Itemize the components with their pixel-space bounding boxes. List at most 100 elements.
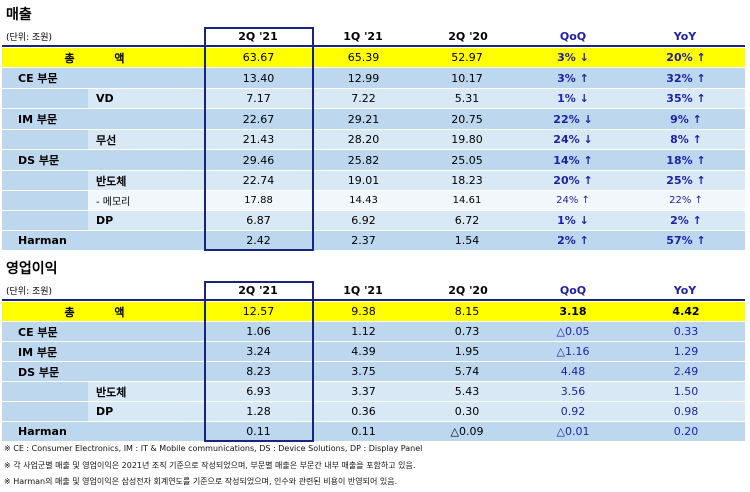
sub-label-bg [88,89,205,108]
value-cell: 8.23 [205,362,312,381]
value-cell: 20% ↑ [627,48,745,67]
value-cell: 0.11 [312,422,415,441]
value-cell: 2% ↑ [519,231,627,250]
table-row: DS 부문 8.23 3.75 5.74 4.48 2.49 [2,361,745,381]
column-header: QoQ [559,30,587,43]
value-cell: 0.11 [205,422,312,441]
value-cell: 22.74 [205,171,312,190]
value-cell: 1.54 [415,231,519,250]
value-cell: 52.97 [415,48,519,67]
value-cell: 1.06 [205,322,312,341]
footnote: ※ 각 사업군별 매출 및 영업이익은 2021년 조직 기준으로 작성되었으며… [4,461,416,470]
table-row: CE 부문 13.40 12.99 10.17 3% ↑ 32% ↑ [2,67,745,88]
table-row: - 메모리 17.88 14.43 14.61 24% ↑ 22% ↑ [2,190,745,210]
value-cell: 32% ↑ [627,68,745,88]
value-cell: 29.46 [205,150,312,170]
column-header: QoQ [559,284,587,297]
row-label: 총 액 [64,51,143,65]
footnote: ※ Harman의 매출 및 영업이익은 삼성전자 회계연도를 기준으로 작성되… [4,477,398,486]
row-label-cell [2,422,205,441]
value-cell: 14.61 [415,191,519,210]
value-cell: 7.22 [312,89,415,108]
header-rule [2,299,745,301]
table-row: Harman 0.11 0.11 △0.09 △0.01 0.20 [2,421,745,441]
revenue-unit: (단위: 조원) [6,33,53,43]
column-header: YoY [673,30,697,43]
value-cell: 25.05 [415,150,519,170]
column-header: YoY [673,284,697,297]
value-cell: 22% ↓ [519,109,627,129]
row-label-cell [2,362,205,381]
table-row: 총 액 12.57 9.38 8.15 3.18 4.42 [2,301,745,321]
value-cell: 8.15 [415,302,519,321]
value-cell: 1% ↓ [519,211,627,230]
row-label-cell [2,109,205,129]
value-cell: 3% ↓ [519,48,627,67]
value-cell: 9% ↑ [627,109,745,129]
table-row: IM 부문 3.24 4.39 1.95 △1.16 1.29 [2,341,745,361]
row-label: 반도체 [96,385,127,399]
value-cell: 22% ↑ [627,191,745,210]
value-cell: 3.56 [519,382,627,401]
value-cell: 25.82 [312,150,415,170]
value-cell: 10.17 [415,68,519,88]
value-cell: 6.93 [205,382,312,401]
row-label: CE 부문 [18,72,58,85]
value-cell: 24% ↑ [519,191,627,210]
row-label: VD [96,92,114,105]
value-cell: 1% ↓ [519,89,627,108]
value-cell: 2.37 [312,231,415,250]
sub-label-bg [88,191,205,210]
revenue-title: 매출 [6,7,32,23]
value-cell: 5.74 [415,362,519,381]
row-label: IM 부문 [18,113,58,126]
column-header: 2Q '21 [238,284,278,297]
value-cell: 6.92 [312,211,415,230]
value-cell: 8% ↑ [627,130,745,149]
row-label: - 메모리 [96,197,131,208]
value-cell: 63.67 [205,48,312,67]
value-cell: 6.72 [415,211,519,230]
value-cell: 0.20 [627,422,745,441]
column-header: 2Q '20 [448,284,488,297]
value-cell: 14.43 [312,191,415,210]
value-cell: 19.80 [415,130,519,149]
value-cell: 1.50 [627,382,745,401]
row-label: 총 액 [64,305,143,319]
value-cell: 1.12 [312,322,415,341]
value-cell: 12.99 [312,68,415,88]
value-cell: △0.05 [519,322,627,341]
value-cell: 0.33 [627,322,745,341]
value-cell: 5.31 [415,89,519,108]
table-row: 반도체 6.93 3.37 5.43 3.56 1.50 [2,381,745,401]
op_profit-title: 영업이익 [6,261,58,277]
table-row: DP 6.87 6.92 6.72 1% ↓ 2% ↑ [2,210,745,230]
value-cell: 0.73 [415,322,519,341]
value-cell: 28.20 [312,130,415,149]
row-label-cell [2,231,205,250]
column-header: 1Q '21 [343,284,383,297]
row-label: DS 부문 [18,365,60,379]
table-row: 반도체 22.74 19.01 18.23 20% ↑ 25% ↑ [2,170,745,190]
value-cell: 65.39 [312,48,415,67]
value-cell: 14% ↑ [519,150,627,170]
row-label: 반도체 [96,174,127,188]
value-cell: 9.38 [312,302,415,321]
row-label-cell [2,150,205,170]
value-cell: 1.28 [205,402,312,421]
value-cell: 22.67 [205,109,312,129]
value-cell: 3.37 [312,382,415,401]
value-cell: 3% ↑ [519,68,627,88]
row-label: 무선 [96,133,117,147]
value-cell: 1.29 [627,342,745,361]
table-row: CE 부문 1.06 1.12 0.73 △0.05 0.33 [2,321,745,341]
value-cell: 25% ↑ [627,171,745,190]
op_profit-unit: (단위: 조원) [6,287,53,297]
row-label: DP [96,214,114,227]
table-row: DS 부문 29.46 25.82 25.05 14% ↑ 18% ↑ [2,149,745,170]
table-row: DP 1.28 0.36 0.30 0.92 0.98 [2,401,745,421]
header-rule [2,45,745,47]
row-label: CE 부문 [18,325,58,339]
value-cell: 3.75 [312,362,415,381]
value-cell: 19.01 [312,171,415,190]
